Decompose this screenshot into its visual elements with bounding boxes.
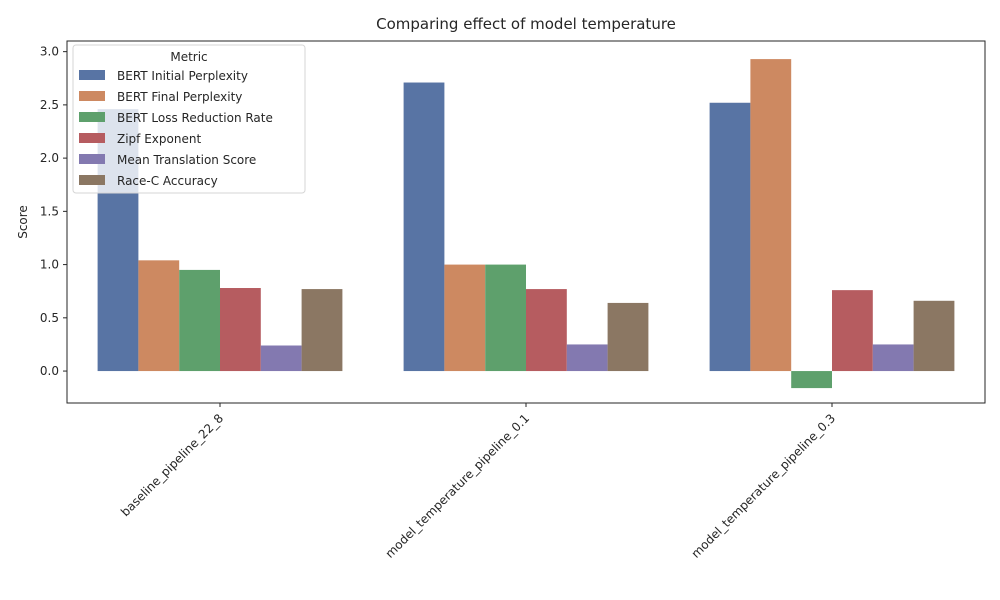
legend-box	[72, 44, 306, 194]
x-tick-label: model_temperature_pipeline_0.3	[689, 411, 839, 561]
bar	[403, 82, 445, 372]
bar	[791, 371, 832, 389]
y-tick-label: 3.0	[40, 45, 59, 59]
bar-groups	[97, 59, 955, 389]
y-tick-label: 1.0	[40, 258, 59, 272]
legend-title: Metric	[170, 50, 207, 64]
x-tick-label: baseline_pipeline_22_8	[118, 411, 226, 519]
legend-swatch	[79, 91, 105, 101]
legend-swatch	[79, 70, 105, 80]
legend-swatch	[79, 154, 105, 164]
plot-frame	[66, 40, 986, 404]
legend-label: Race-C Accuracy	[117, 174, 218, 188]
legend-label: BERT Initial Perplexity	[117, 69, 248, 83]
bar	[179, 269, 220, 372]
legend: Metric BERT Initial Perplexity BERT Final…	[72, 44, 306, 194]
chart-title: Comparing effect of model temperature	[376, 15, 676, 33]
legend-label: BERT Loss Reduction Rate	[117, 111, 273, 125]
y-axis-label: Score	[16, 205, 30, 239]
legend-items: BERT Initial Perplexity BERT Final Perple…	[79, 69, 273, 188]
y-axis-ticks: 3.0 2.5 2.0 1.5 1.0 0.5 0.0	[40, 45, 67, 378]
bar	[607, 302, 649, 372]
legend-swatch	[79, 112, 105, 122]
y-tick-label: 1.5	[40, 204, 59, 218]
y-tick-label: 2.5	[40, 98, 59, 112]
bar	[485, 264, 526, 372]
legend-swatch	[79, 175, 105, 185]
bar	[220, 288, 261, 372]
x-tick-label: model_temperature_pipeline_0.1	[383, 411, 533, 561]
bar	[832, 290, 873, 372]
bar	[750, 59, 792, 372]
bar	[566, 344, 608, 372]
bar	[444, 264, 486, 372]
legend-label: Mean Translation Score	[117, 153, 256, 167]
bar	[872, 344, 914, 372]
bar	[526, 289, 567, 372]
bar	[913, 300, 955, 372]
bar	[301, 289, 343, 372]
legend-label: BERT Final Perplexity	[117, 90, 242, 104]
legend-label: Zipf Exponent	[117, 132, 201, 146]
x-axis-tick-labels: baseline_pipeline_22_8 model_temperature_…	[118, 403, 838, 561]
bar	[138, 260, 180, 372]
bar	[260, 345, 302, 372]
y-tick-label: 0.5	[40, 311, 59, 325]
legend-swatch	[79, 133, 105, 143]
bar	[709, 102, 751, 372]
y-tick-label: 0.0	[40, 364, 59, 378]
y-tick-label: 2.0	[40, 151, 59, 165]
